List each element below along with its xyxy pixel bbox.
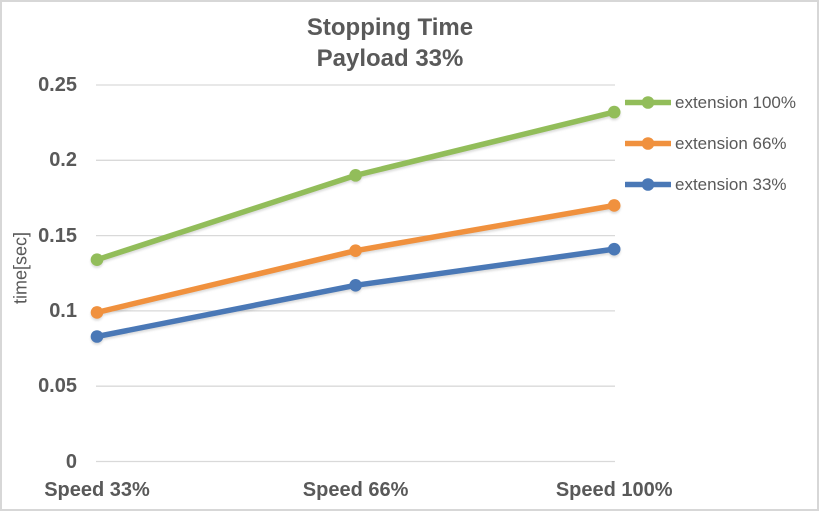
legend-marker-icon	[625, 178, 671, 192]
legend-label: extension 33%	[675, 174, 787, 194]
data-point-marker	[607, 105, 621, 119]
data-point-marker	[349, 244, 362, 257]
y-tick-label: 0	[65, 450, 77, 473]
x-category-label: Speed 33%	[44, 479, 150, 501]
data-point-marker	[349, 169, 362, 182]
legend-label: extension 66%	[675, 133, 787, 153]
data-point-marker	[90, 330, 104, 343]
data-point-marker	[90, 306, 104, 319]
data-point-marker	[607, 242, 621, 256]
series-extension-66	[90, 199, 621, 319]
y-tick-label: 0.2	[49, 149, 77, 172]
x-category-label: Speed 100%	[555, 479, 673, 501]
y-tick-label: 0.1	[49, 299, 77, 322]
legend-marker-icon	[625, 96, 671, 109]
series-line-extension-100	[94, 109, 617, 263]
legend-marker-icon	[625, 137, 671, 150]
y-tick-label: 0.25	[38, 74, 77, 96]
data-point-marker	[349, 278, 362, 292]
series-extension-100	[90, 105, 621, 266]
legend-item-extension-100: extension 100%	[625, 90, 796, 116]
chart-title-line1: Stopping Time	[306, 14, 474, 41]
x-category-label: Speed 66%	[302, 479, 409, 501]
chart-title-line2: Payload 33%	[316, 45, 464, 72]
data-point-marker	[607, 199, 621, 212]
legend-label: extension 100%	[675, 92, 796, 112]
legend-item-extension-33: extension 33%	[625, 172, 787, 198]
chart-title: Stopping Time Payload 33%	[307, 12, 473, 74]
legend-item-extension-66: extension 66%	[625, 131, 787, 157]
y-tick-label: 0.15	[38, 224, 77, 247]
series-extension-33	[90, 242, 621, 343]
y-tick-label: 0.05	[38, 375, 77, 398]
data-point-marker	[90, 253, 104, 266]
